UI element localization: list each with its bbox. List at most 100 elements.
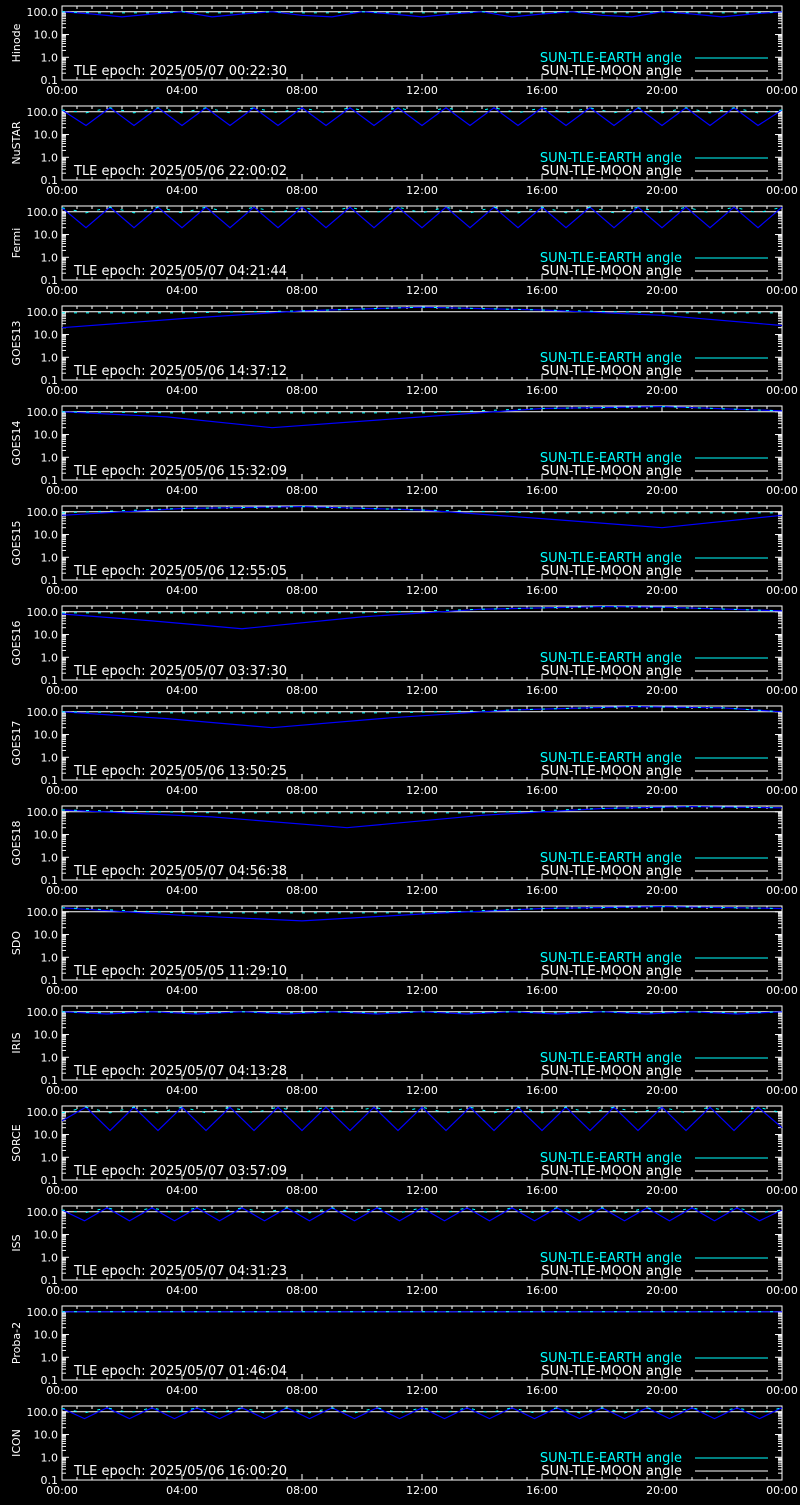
legend-earth-label: SUN-TLE-EARTH angle [540,951,682,966]
x-tick-label: 12:00 [406,1284,438,1297]
tle-epoch-label: TLE epoch: 2025/05/07 03:37:30 [73,664,287,679]
tle-epoch-label: TLE epoch: 2025/05/07 04:21:44 [73,264,287,279]
chart-panel: 100.010.01.00.100:00 04:00 08:00 12:00 16:00… [10,5,798,97]
legend-moon-label: SUN-TLE-MOON angle [541,264,682,279]
legend-earth-label: SUN-TLE-EARTH angle [540,1451,682,1466]
legend-moon-label: SUN-TLE-MOON angle [541,464,682,479]
x-tick-label: 04:00 [166,184,198,197]
x-tick-label: 16:00 [526,884,558,897]
series-peak-highlight [62,306,782,314]
x-tick-label: 20:00 [646,984,678,997]
x-tick-label: 00:00 [766,1384,798,1397]
x-tick-label: 04:00 [166,384,198,397]
tle-epoch-label: TLE epoch: 2025/05/06 14:37:12 [73,364,287,379]
legend-earth-label: SUN-TLE-EARTH angle [540,651,682,666]
y-tick-label: 100.0 [27,806,59,819]
satellite-label: SDO [10,931,23,955]
x-tick-label: 16:00 [526,284,558,297]
y-tick-label: 100.0 [27,6,59,19]
y-tick-label: 0.1 [41,974,59,987]
satellite-label: NuSTAR [10,121,23,165]
x-tick-label: 12:00 [406,1084,438,1097]
x-tick-label: 00:00 [766,1184,798,1197]
y-tick-label: 100.0 [27,106,59,119]
y-tick-label: 10.0 [34,129,59,142]
sun-tle-earth-series [61,1106,783,1132]
y-tick-label: 0.1 [41,674,59,687]
y-tick-label: 0.1 [41,1374,59,1387]
x-tick-label: 20:00 [646,584,678,597]
series-peak-highlight [61,11,783,14]
y-tick-label: 0.1 [41,474,59,487]
x-tick-label: 00:00 [46,584,78,597]
legend-earth-label: SUN-TLE-EARTH angle [540,51,682,66]
chart-panel: 100.010.01.00.100:00 04:00 08:00 12:00 16:00… [10,1205,798,1297]
x-tick-label: 08:00 [286,284,318,297]
x-tick-label: 00:00 [46,1184,78,1197]
tle-epoch-label: TLE epoch: 2025/05/07 00:22:30 [73,64,287,79]
x-tick-label: 00:00 [766,84,798,97]
x-tick-label: 04:00 [166,784,198,797]
y-tick-label: 100.0 [27,406,59,419]
tle-epoch-label: TLE epoch: 2025/05/07 04:13:28 [73,1064,287,1079]
x-tick-label: 08:00 [286,1484,318,1497]
legend-moon-label: SUN-TLE-MOON angle [541,1164,682,1179]
tle-epoch-label: TLE epoch: 2025/05/06 12:55:05 [73,564,287,579]
x-tick-label: 16:00 [526,1184,558,1197]
legend-earth-label: SUN-TLE-EARTH angle [540,351,682,366]
x-tick-label: 20:00 [646,284,678,297]
satellite-label: GOES15 [10,520,23,565]
y-tick-label: 100.0 [27,1406,59,1419]
x-tick-label: 00:00 [46,184,78,197]
x-tick-label: 08:00 [286,584,318,597]
y-tick-label: 10.0 [34,1129,59,1142]
satellite-label: Fermi [10,228,23,259]
legend-earth-label: SUN-TLE-EARTH angle [540,1251,682,1266]
y-tick-label: 10.0 [34,229,59,242]
chart-panel: 100.010.01.00.100:00 04:00 08:00 12:00 16:00… [10,205,798,297]
x-tick-label: 08:00 [286,684,318,697]
y-tick-label: 0.1 [41,774,59,787]
series-peak-highlight [61,1011,783,1014]
x-tick-label: 20:00 [646,1284,678,1297]
x-tick-label: 00:00 [766,584,798,597]
x-tick-label: 20:00 [646,84,678,97]
x-tick-label: 16:00 [526,584,558,597]
x-tick-label: 04:00 [166,1384,198,1397]
x-tick-label: 00:00 [766,484,798,497]
y-tick-label: 1.0 [41,451,59,464]
satellite-label: GOES13 [10,320,23,365]
x-tick-label: 16:00 [526,184,558,197]
legend-earth-label: SUN-TLE-EARTH angle [540,151,682,166]
y-tick-label: 0.1 [41,174,59,187]
x-tick-label: 20:00 [646,484,678,497]
legend-earth-label: SUN-TLE-EARTH angle [540,451,682,466]
x-tick-label: 20:00 [646,384,678,397]
x-tick-label: 20:00 [646,884,678,897]
satellite-label: ICON [10,1429,23,1457]
y-tick-label: 1.0 [41,851,59,864]
chart-panel: 100.010.01.00.100:00 04:00 08:00 12:00 16:00… [10,405,798,497]
x-tick-label: 04:00 [166,1284,198,1297]
x-tick-label: 00:00 [766,384,798,397]
legend-moon-label: SUN-TLE-MOON angle [541,864,682,879]
legend-earth-label: SUN-TLE-EARTH angle [540,1151,682,1166]
x-tick-label: 04:00 [166,284,198,297]
x-tick-label: 16:00 [526,784,558,797]
y-tick-label: 1.0 [41,1451,59,1464]
x-tick-label: 08:00 [286,84,318,97]
chart-panel: 100.010.01.00.100:00 04:00 08:00 12:00 16:00… [10,1105,798,1197]
x-tick-label: 00:00 [46,1284,78,1297]
legend-moon-label: SUN-TLE-MOON angle [541,1264,682,1279]
y-tick-label: 0.1 [41,1174,59,1187]
x-tick-label: 08:00 [286,184,318,197]
satellite-label: ISS [10,1234,23,1251]
y-tick-label: 1.0 [41,751,59,764]
y-tick-label: 10.0 [34,429,59,442]
x-tick-label: 08:00 [286,1184,318,1197]
tle-epoch-label: TLE epoch: 2025/05/06 16:00:20 [73,1464,287,1479]
x-tick-label: 00:00 [766,1084,798,1097]
satellite-label: GOES14 [10,420,23,465]
y-tick-label: 0.1 [41,1274,59,1287]
